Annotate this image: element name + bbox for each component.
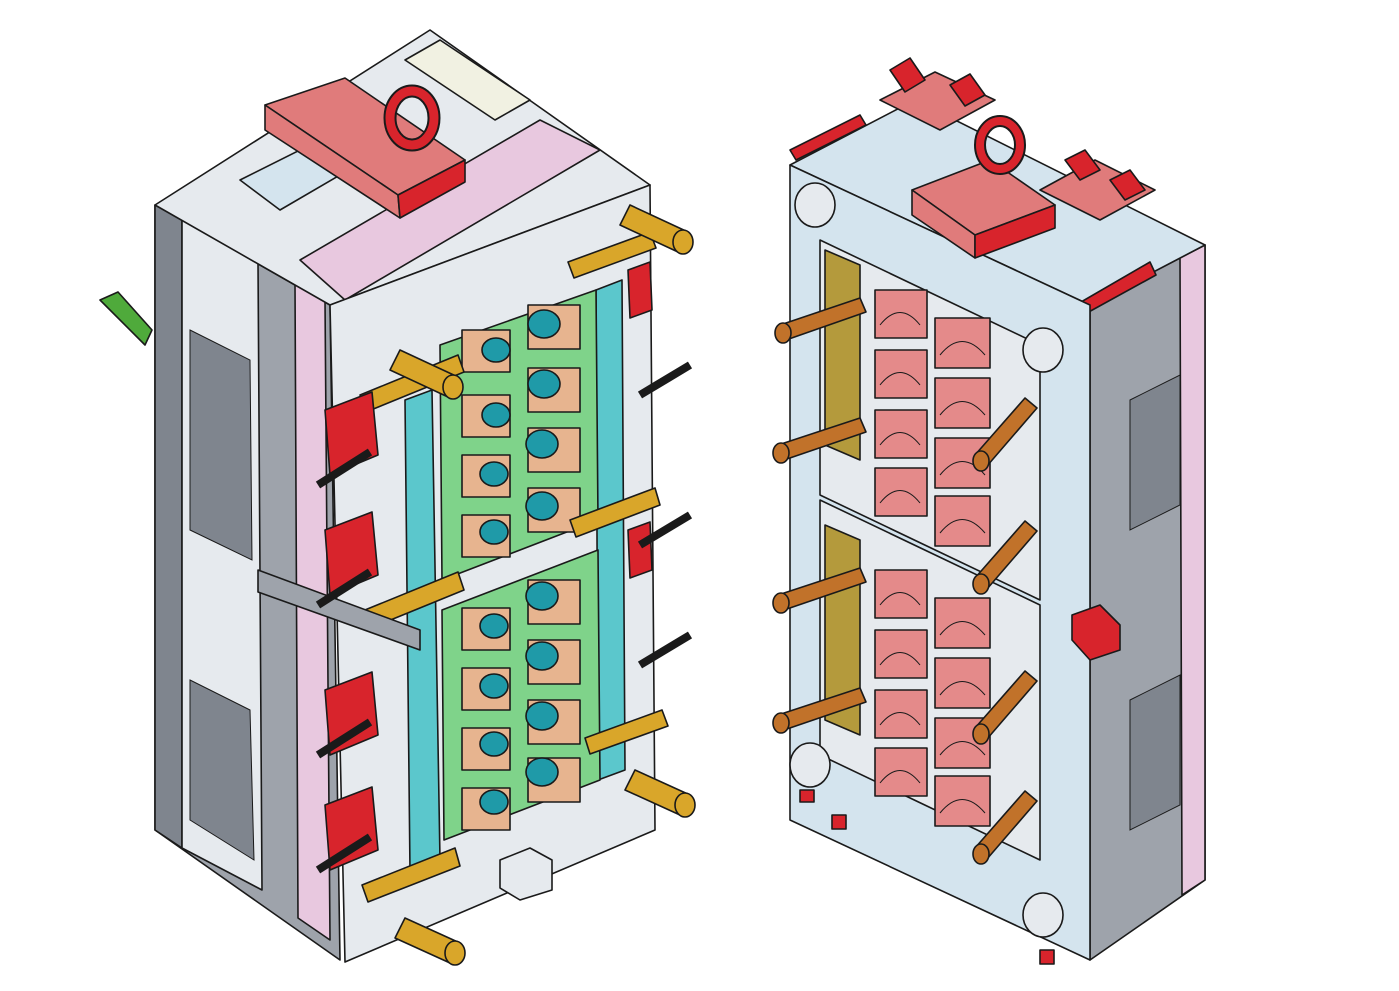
guide-bushing — [789, 742, 831, 788]
red-foot — [831, 814, 847, 830]
left-mold-window-lower — [189, 679, 255, 861]
cavity-insert — [934, 775, 991, 827]
core-insert — [461, 329, 511, 373]
red-side-clamp — [324, 671, 379, 756]
cavity-row-upper — [874, 289, 991, 547]
left-mold-window-upper — [189, 329, 253, 561]
guide-pin — [624, 769, 696, 818]
core-insert — [527, 304, 581, 350]
core-insert — [525, 427, 581, 473]
core-insert — [525, 639, 581, 685]
threaded-rod — [315, 568, 373, 609]
core-insert — [525, 579, 581, 625]
brass-bar-bottom-right — [584, 709, 669, 755]
lifting-eye-icon-fill — [385, 86, 439, 150]
angled-pin — [772, 687, 867, 734]
left-mold-cream-plate — [404, 39, 531, 121]
core-insert — [461, 727, 511, 771]
guide-bushing — [1022, 327, 1064, 373]
cavity-insert — [874, 629, 928, 679]
connector-block-icon — [1071, 604, 1121, 661]
cavity-insert — [874, 569, 928, 619]
guide-pin — [389, 349, 464, 400]
cavity-insert — [874, 349, 928, 399]
angled-pin — [772, 417, 867, 464]
cavity-insert — [934, 597, 991, 649]
guide-pin — [394, 917, 466, 966]
left-mold-dark-strip — [154, 204, 183, 849]
angled-pin — [972, 397, 1038, 472]
angled-pin — [972, 790, 1038, 865]
gray-block — [499, 847, 553, 901]
right-mold-side-strip — [1179, 244, 1206, 896]
angled-pin — [972, 520, 1038, 595]
brass-bar-mid-right — [569, 487, 661, 538]
brass-bar-top-right — [567, 231, 657, 279]
cavity-row-lower — [874, 569, 991, 827]
red-side-clamp — [627, 261, 653, 319]
top-clamp-side — [397, 159, 466, 219]
red-side-clamp — [627, 521, 653, 579]
threaded-rod — [637, 511, 693, 549]
red-foot — [1039, 949, 1055, 965]
cavity-insert — [874, 689, 928, 739]
cavity-insert — [874, 467, 928, 517]
guide-bushing — [1022, 892, 1064, 938]
core-insert — [525, 699, 581, 745]
right-mold-half — [772, 57, 1206, 965]
gray-center-bar — [257, 569, 421, 651]
angled-pin — [774, 297, 867, 344]
cavity-insert — [874, 409, 928, 459]
threaded-rod — [315, 448, 373, 489]
cavity-insert — [874, 747, 928, 797]
core-insert — [461, 454, 511, 498]
core-row-lower — [461, 579, 581, 831]
red-foot — [799, 789, 815, 803]
cavity-insert — [874, 289, 928, 339]
threaded-rod — [637, 631, 693, 669]
cavity-insert — [934, 377, 991, 429]
core-insert — [527, 367, 581, 413]
threaded-rod — [315, 718, 373, 759]
cyan-rail-2 — [595, 279, 626, 781]
angled-pin — [972, 670, 1038, 745]
core-insert — [461, 394, 511, 438]
core-insert — [461, 514, 511, 558]
guide-bushing — [794, 182, 836, 228]
core-insert — [461, 667, 511, 711]
angled-pin — [772, 567, 867, 614]
green-nozzle-icon — [99, 291, 153, 346]
brass-bar-bottom-left — [361, 847, 461, 903]
cavity-insert — [934, 657, 991, 709]
core-insert — [461, 787, 511, 831]
cavity-insert — [934, 317, 991, 369]
right-mold-window-upper — [1129, 374, 1181, 531]
connector-block-icon — [879, 57, 996, 131]
cavity-insert — [934, 495, 991, 547]
threaded-rod — [637, 361, 693, 399]
red-top-edge — [789, 114, 867, 161]
left-mold-half — [99, 29, 696, 966]
red-side-clamp — [324, 786, 379, 871]
connector-block-icon — [1039, 149, 1156, 221]
lifting-eye-icon-fill — [976, 117, 1024, 173]
right-top-clamp-side — [974, 204, 1056, 259]
core-insert — [461, 607, 511, 651]
threaded-rod — [315, 833, 373, 874]
core-insert — [525, 757, 581, 803]
guide-pin — [619, 204, 694, 255]
right-mold-window-lower — [1129, 674, 1181, 831]
